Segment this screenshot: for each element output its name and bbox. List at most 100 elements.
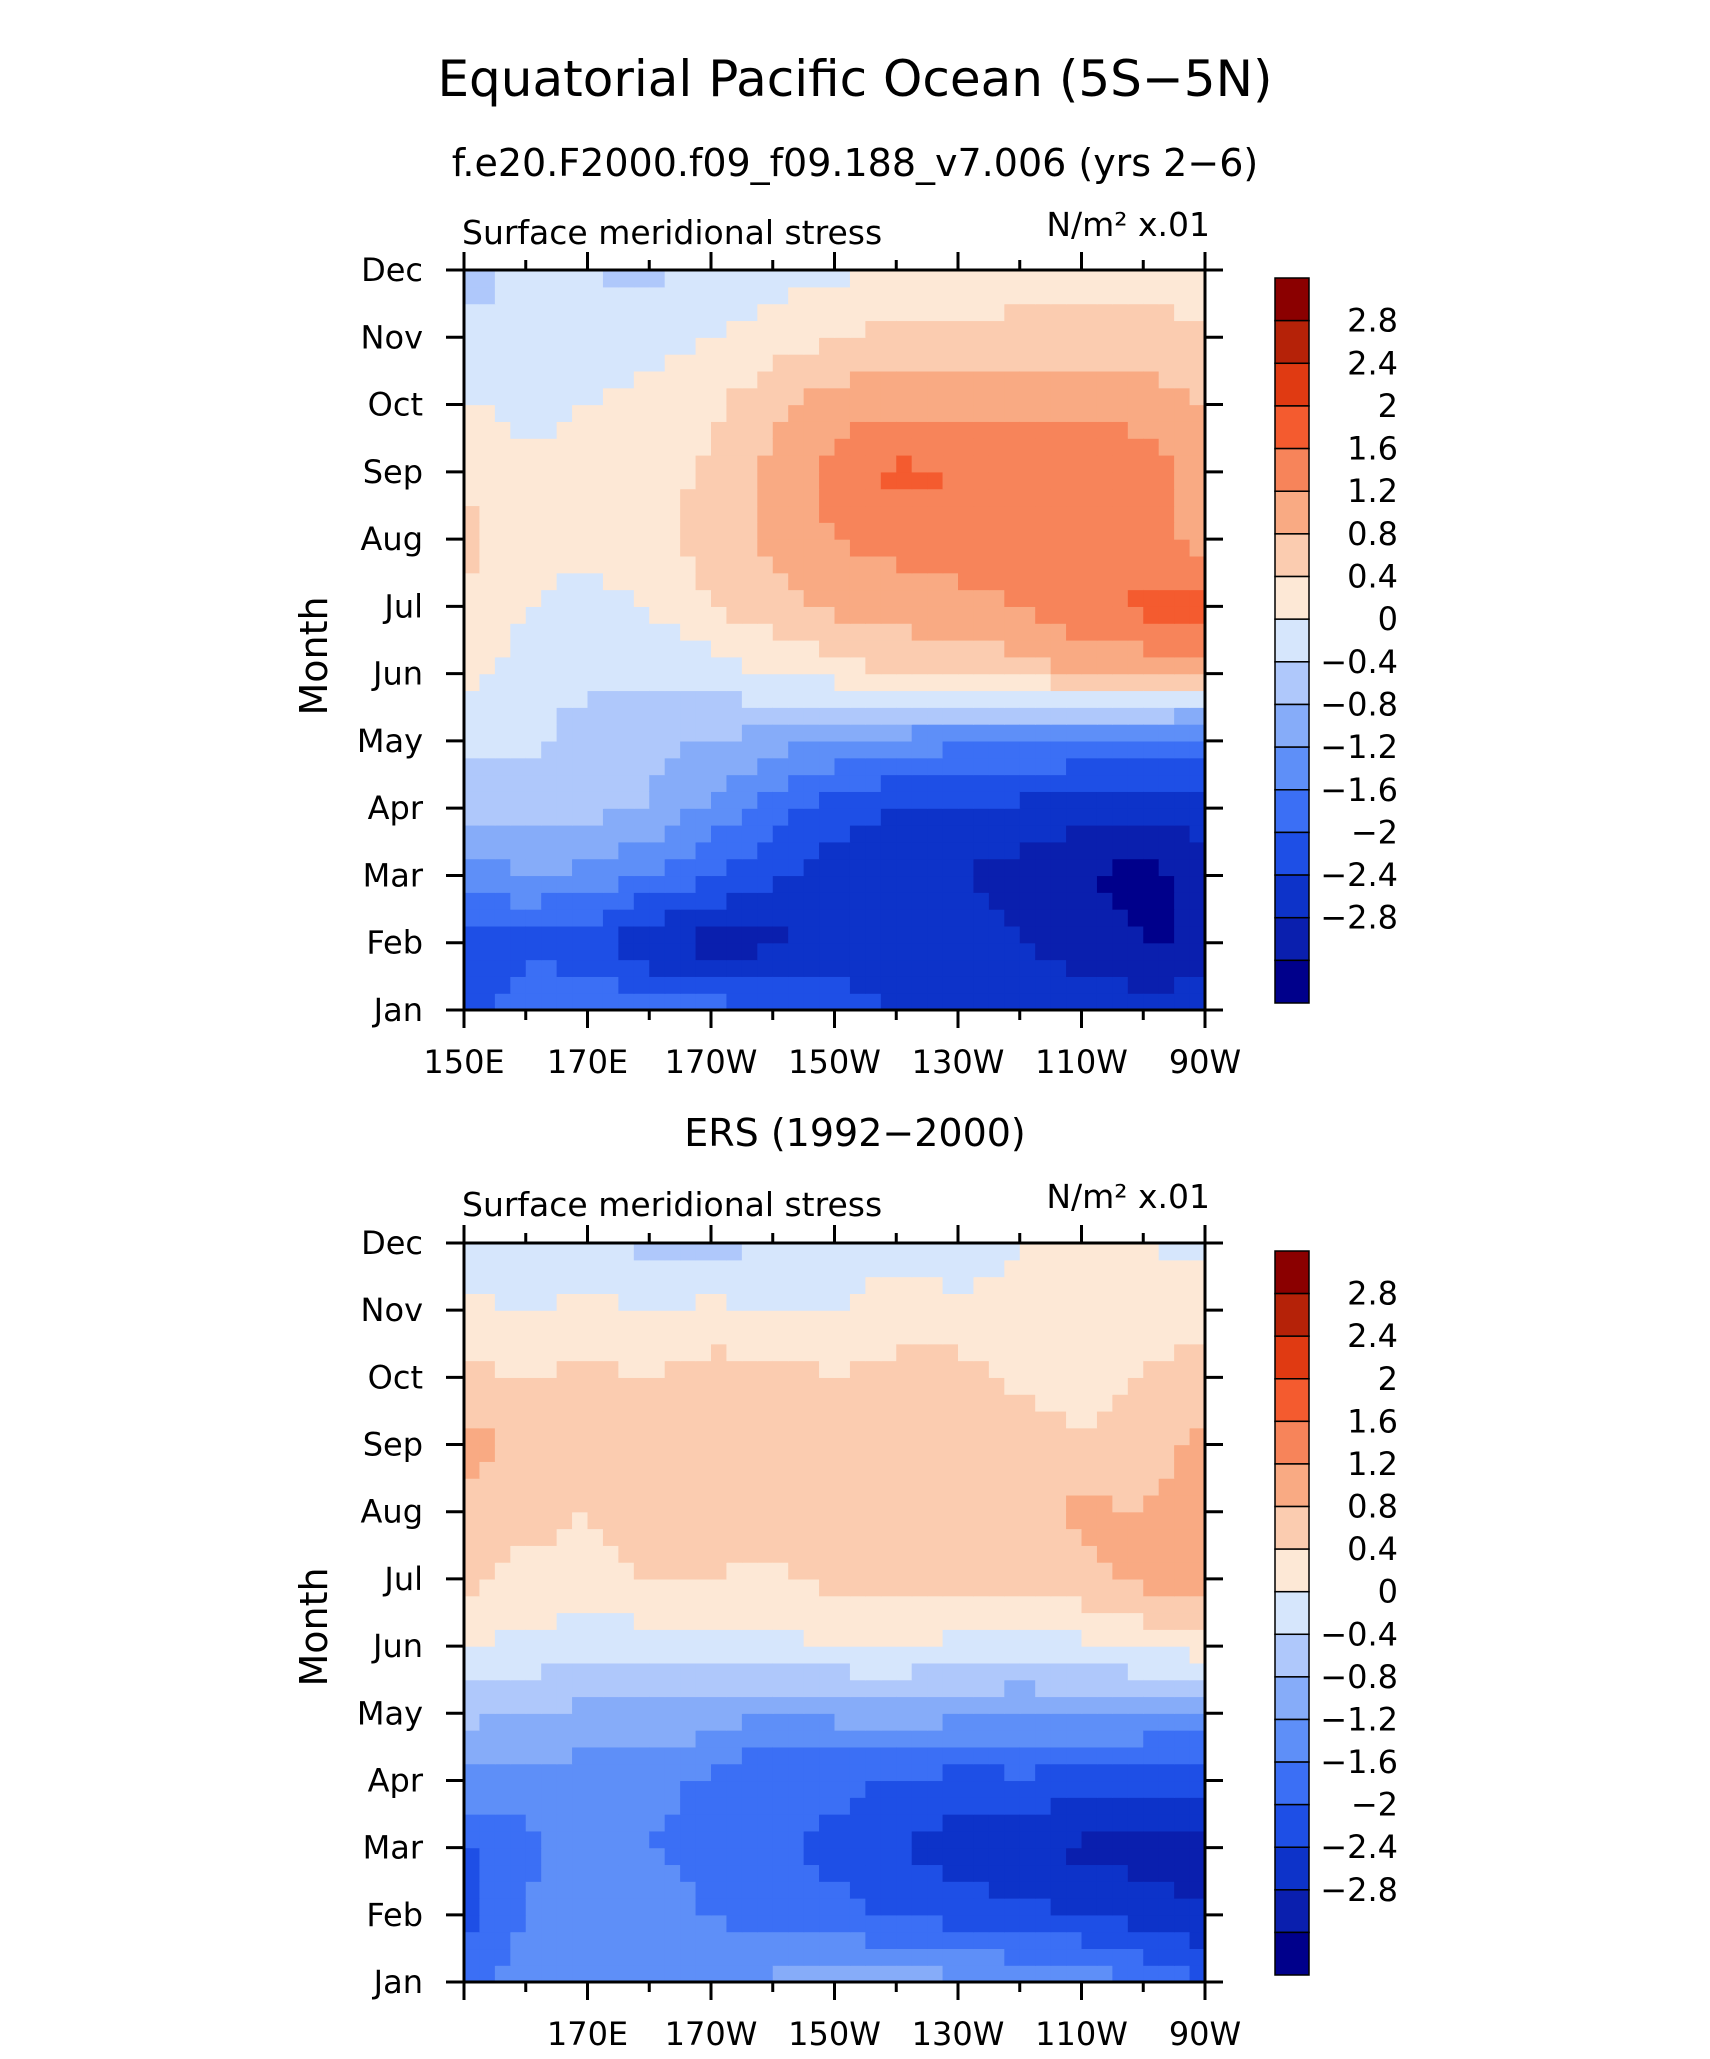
heatmap-cell	[1004, 1629, 1021, 1647]
heatmap-cell	[1035, 1696, 1052, 1714]
heatmap-cell	[927, 858, 944, 877]
heatmap-cell	[865, 1326, 882, 1345]
heatmap-cell	[510, 1696, 527, 1714]
heatmap-cell	[942, 488, 959, 507]
heatmap-cell	[942, 354, 959, 372]
heatmap-cell	[572, 1310, 589, 1328]
heatmap-cell	[525, 438, 542, 456]
heatmap-cell	[464, 1847, 481, 1866]
heatmap-cell	[1050, 320, 1067, 338]
heatmap-cell	[772, 858, 789, 877]
heatmap-cell	[1035, 572, 1052, 591]
heatmap-cell	[479, 505, 496, 523]
heatmap-cell	[834, 690, 851, 708]
heatmap-cell	[556, 471, 573, 490]
heatmap-cell	[911, 825, 928, 843]
heatmap-cell	[618, 1578, 635, 1597]
heatmap-cell	[1189, 673, 1205, 692]
heatmap-cell	[1143, 791, 1160, 809]
heatmap-cell	[911, 1276, 928, 1294]
heatmap-cell	[1066, 1814, 1083, 1832]
heatmap-cell	[1096, 1646, 1113, 1664]
heatmap-cell	[649, 488, 666, 507]
heatmap-cell	[1004, 1965, 1021, 1982]
colorbar-label: −0.4	[1320, 643, 1398, 681]
heatmap-cell	[958, 438, 975, 456]
heatmap-cell	[788, 421, 805, 439]
heatmap-cell	[587, 1276, 604, 1294]
heatmap-cell	[1050, 387, 1067, 406]
heatmap-cell	[479, 1293, 496, 1311]
heatmap-cell	[942, 471, 959, 490]
heatmap-cell	[772, 1310, 789, 1328]
heatmap-cell	[1189, 925, 1205, 944]
heatmap-cell	[1158, 1360, 1175, 1378]
heatmap-cell	[618, 1914, 635, 1933]
heatmap-cell	[973, 1427, 990, 1446]
heatmap-cell	[726, 606, 743, 624]
heatmap-cell	[1143, 1545, 1160, 1563]
heatmap-cell	[1174, 354, 1191, 372]
heatmap-cell	[602, 1679, 619, 1698]
heatmap-cell	[788, 1276, 805, 1294]
heatmap-cell	[649, 791, 666, 809]
heatmap-cell	[1143, 892, 1160, 910]
heatmap-cell	[525, 909, 542, 927]
heatmap-cell	[988, 505, 1005, 523]
heatmap-cell	[541, 707, 558, 725]
heatmap-cell	[1096, 1696, 1113, 1714]
heatmap-cell	[556, 808, 573, 826]
heatmap-cell	[1019, 320, 1036, 338]
heatmap-cell	[819, 1679, 836, 1698]
heatmap-cell	[849, 993, 866, 1010]
heatmap-cell	[788, 1494, 805, 1513]
heatmap-cell	[464, 1243, 481, 1261]
heatmap-cell	[464, 370, 481, 389]
heatmap-cell	[572, 791, 589, 809]
heatmap-cell	[541, 892, 558, 910]
heatmap-cell	[880, 1326, 897, 1345]
heatmap-cell	[788, 1830, 805, 1849]
heatmap-cell	[464, 1696, 481, 1714]
heatmap-cell	[1050, 455, 1067, 473]
heatmap-cell	[834, 1797, 851, 1815]
heatmap-cell	[510, 1931, 527, 1950]
heatmap-cell	[541, 1931, 558, 1950]
heatmap-cell	[958, 1730, 975, 1748]
heatmap-cell	[649, 623, 666, 641]
heatmap-cell	[927, 825, 944, 843]
heatmap-cell	[587, 757, 604, 776]
heatmap-cell	[664, 337, 681, 355]
heatmap-cell	[1189, 841, 1205, 860]
heatmap-cell	[587, 909, 604, 927]
heatmap-cell	[1189, 1528, 1205, 1546]
heatmap-cell	[1143, 1528, 1160, 1546]
heatmap-cell	[1112, 1259, 1129, 1278]
heatmap-cell	[880, 1377, 897, 1395]
heatmap-cell	[479, 522, 496, 540]
heatmap-cell	[1127, 572, 1144, 591]
heatmap-cell	[1143, 1965, 1160, 1982]
heatmap-cell	[1174, 286, 1191, 305]
heatmap-cell	[1019, 1528, 1036, 1546]
heatmap-cell	[525, 1326, 542, 1345]
heatmap-cell	[695, 370, 712, 389]
heatmap-cell	[896, 1394, 913, 1412]
heatmap-cell	[1189, 1914, 1205, 1933]
heatmap-cell	[649, 354, 666, 372]
heatmap-cell	[1158, 673, 1175, 692]
heatmap-cell	[1066, 976, 1083, 994]
heatmap-cell	[1158, 1243, 1175, 1261]
heatmap-cell	[1189, 387, 1205, 406]
heatmap-cell	[633, 959, 650, 977]
heatmap-cell	[880, 1545, 897, 1563]
heatmap-cell	[556, 791, 573, 809]
heatmap-cell	[1112, 1948, 1129, 1966]
heatmap-cell	[510, 1612, 527, 1630]
heatmap-cell	[819, 303, 836, 322]
heatmap-cell	[973, 1864, 990, 1882]
heatmap-cell	[726, 1310, 743, 1328]
heatmap-cell	[556, 673, 573, 692]
heatmap-cell	[834, 1780, 851, 1798]
heatmap-cell	[525, 404, 542, 422]
